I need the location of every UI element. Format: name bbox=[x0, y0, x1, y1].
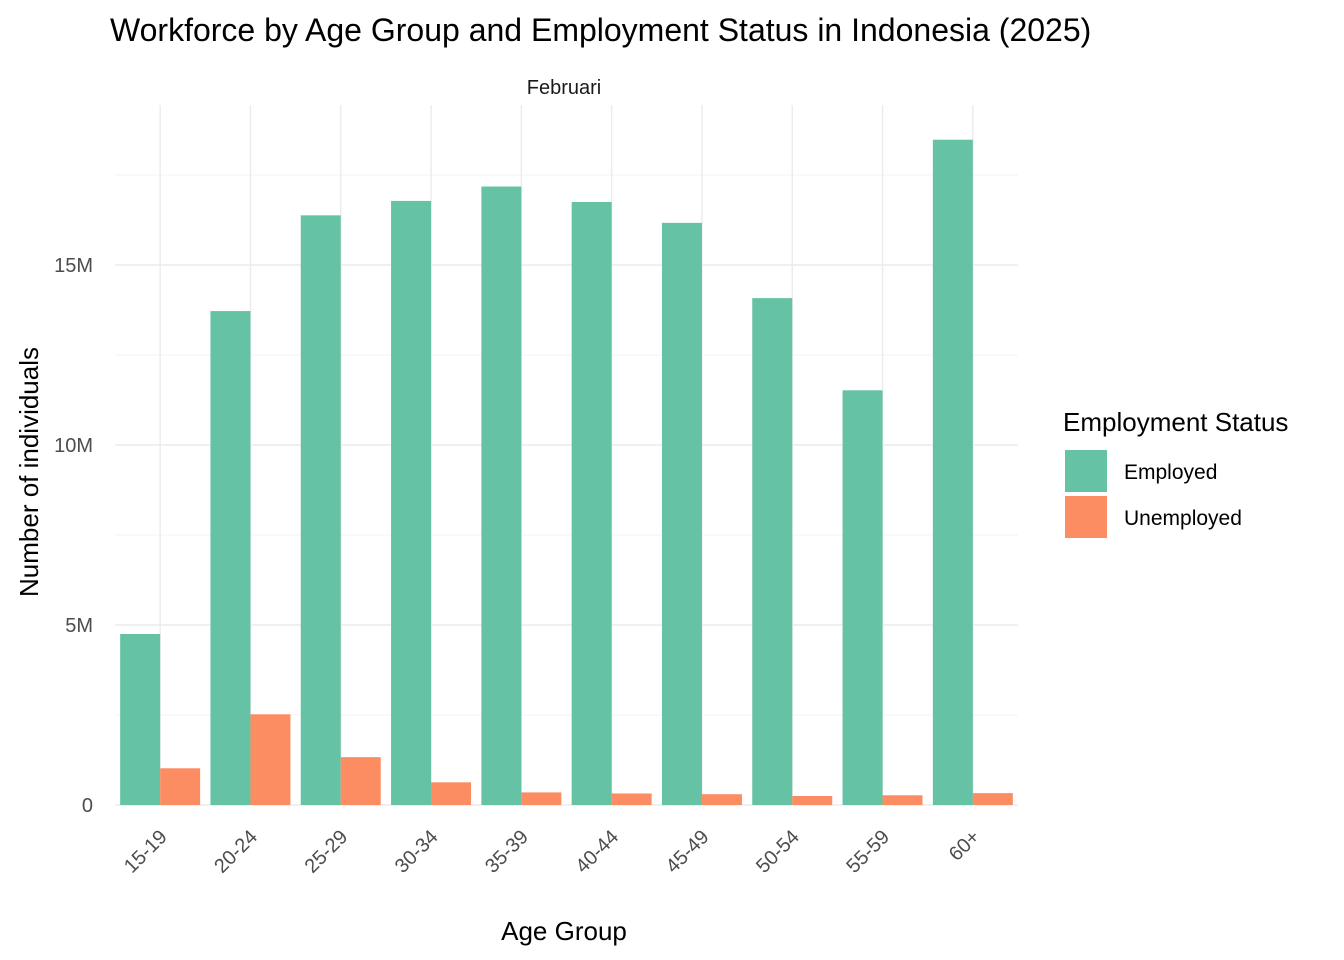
bar-employed-40-44 bbox=[571, 202, 612, 805]
bar-unemployed-55-59 bbox=[882, 795, 923, 805]
x-tick-label: 15-19 bbox=[120, 826, 172, 878]
bar-employed-55-59 bbox=[842, 390, 883, 805]
bar-employed-45-49 bbox=[661, 222, 702, 805]
bar-employed-15-19 bbox=[120, 634, 161, 805]
y-tick-label: 10M bbox=[54, 435, 93, 457]
x-axis-title: Age Group bbox=[501, 916, 627, 946]
y-tick-label: 15M bbox=[54, 255, 93, 277]
legend-key-employed bbox=[1065, 450, 1107, 492]
x-tick-label: 60+ bbox=[945, 826, 985, 866]
x-tick-label: 20-24 bbox=[210, 826, 262, 878]
legend: Employment Status Employed Unemployed bbox=[1063, 407, 1288, 538]
bar-unemployed-50-54 bbox=[792, 796, 833, 805]
facet-label: Februari bbox=[527, 77, 601, 99]
bar-unemployed-20-24 bbox=[250, 714, 291, 805]
x-tick-label: 30-34 bbox=[391, 826, 443, 878]
bar-unemployed-35-39 bbox=[521, 792, 562, 805]
bar-unemployed-25-29 bbox=[340, 757, 381, 805]
y-tick-label: 0 bbox=[82, 795, 93, 817]
legend-key-unemployed bbox=[1065, 496, 1107, 538]
bar-unemployed-60plus bbox=[972, 793, 1013, 805]
x-tick-label: 55-59 bbox=[842, 826, 894, 878]
x-tick-label: 35-39 bbox=[481, 826, 533, 878]
bar-employed-60plus bbox=[932, 139, 973, 806]
x-tick-label: 25-29 bbox=[301, 826, 353, 878]
y-axis-ticks: 0 5M 10M 15M bbox=[54, 255, 93, 817]
legend-title: Employment Status bbox=[1063, 407, 1288, 437]
bar-employed-25-29 bbox=[300, 215, 341, 805]
bar-employed-20-24 bbox=[210, 311, 251, 805]
x-tick-label: 40-44 bbox=[571, 826, 623, 878]
x-axis-ticks: 15-19 20-24 25-29 30-34 35-39 40-44 45-49 50-54… bbox=[120, 826, 984, 878]
bar-unemployed-30-34 bbox=[431, 782, 472, 805]
bar-unemployed-15-19 bbox=[160, 768, 201, 805]
legend-label-unemployed: Unemployed bbox=[1124, 507, 1242, 530]
bars bbox=[120, 139, 1013, 806]
legend-label-employed: Employed bbox=[1124, 461, 1217, 484]
y-axis-title: Number of individuals bbox=[14, 347, 44, 597]
bar-employed-30-34 bbox=[391, 200, 432, 806]
x-tick-label: 50-54 bbox=[752, 826, 804, 878]
chart-title: Workforce by Age Group and Employment St… bbox=[110, 12, 1091, 48]
bar-employed-50-54 bbox=[752, 298, 793, 805]
x-tick-label: 45-49 bbox=[662, 826, 714, 878]
bar-employed-35-39 bbox=[481, 186, 522, 805]
bar-unemployed-45-49 bbox=[701, 794, 742, 805]
y-tick-label: 5M bbox=[65, 615, 93, 637]
bar-unemployed-40-44 bbox=[611, 793, 652, 805]
